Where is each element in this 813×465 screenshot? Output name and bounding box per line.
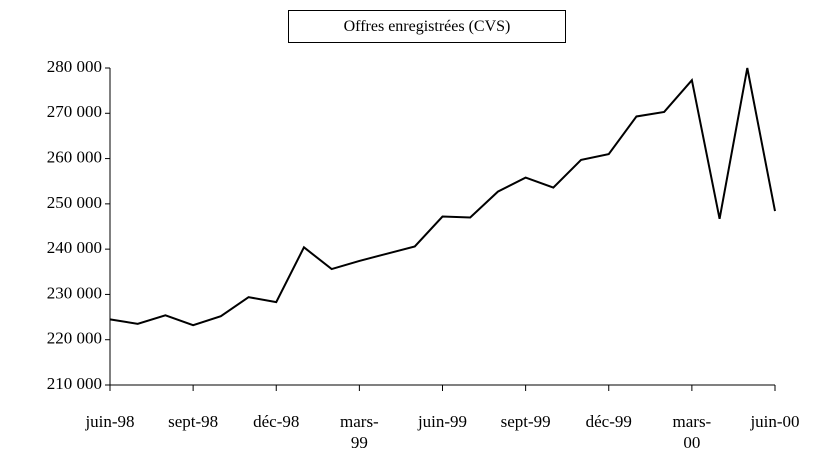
y-tick-label: 280 000 [47, 57, 102, 76]
y-tick-label: 270 000 [47, 102, 102, 121]
x-tick-label: juin-99 [417, 412, 468, 431]
y-tick-label: 230 000 [47, 283, 102, 302]
x-tick-label: mars- 00 [672, 412, 712, 452]
x-tick-label: juin-98 [85, 412, 135, 431]
line-series [109, 67, 776, 327]
y-tick-label: 250 000 [47, 193, 102, 212]
x-tick-label: juin-00 [750, 412, 800, 431]
y-tick-label: 240 000 [47, 238, 102, 257]
y-tick-label: 210 000 [47, 374, 102, 393]
y-tick-label: 220 000 [47, 329, 102, 348]
x-tick-label: sept-99 [500, 412, 551, 431]
chart-title: Offres enregistrées (CVS) [288, 10, 566, 43]
x-tick-label: mars- 99 [340, 412, 379, 452]
x-tick-label: déc-98 [253, 412, 300, 431]
x-tick-label: sept-98 [168, 412, 219, 431]
y-tick-label: 260 000 [47, 147, 102, 166]
x-tick-label: déc-99 [585, 412, 632, 431]
